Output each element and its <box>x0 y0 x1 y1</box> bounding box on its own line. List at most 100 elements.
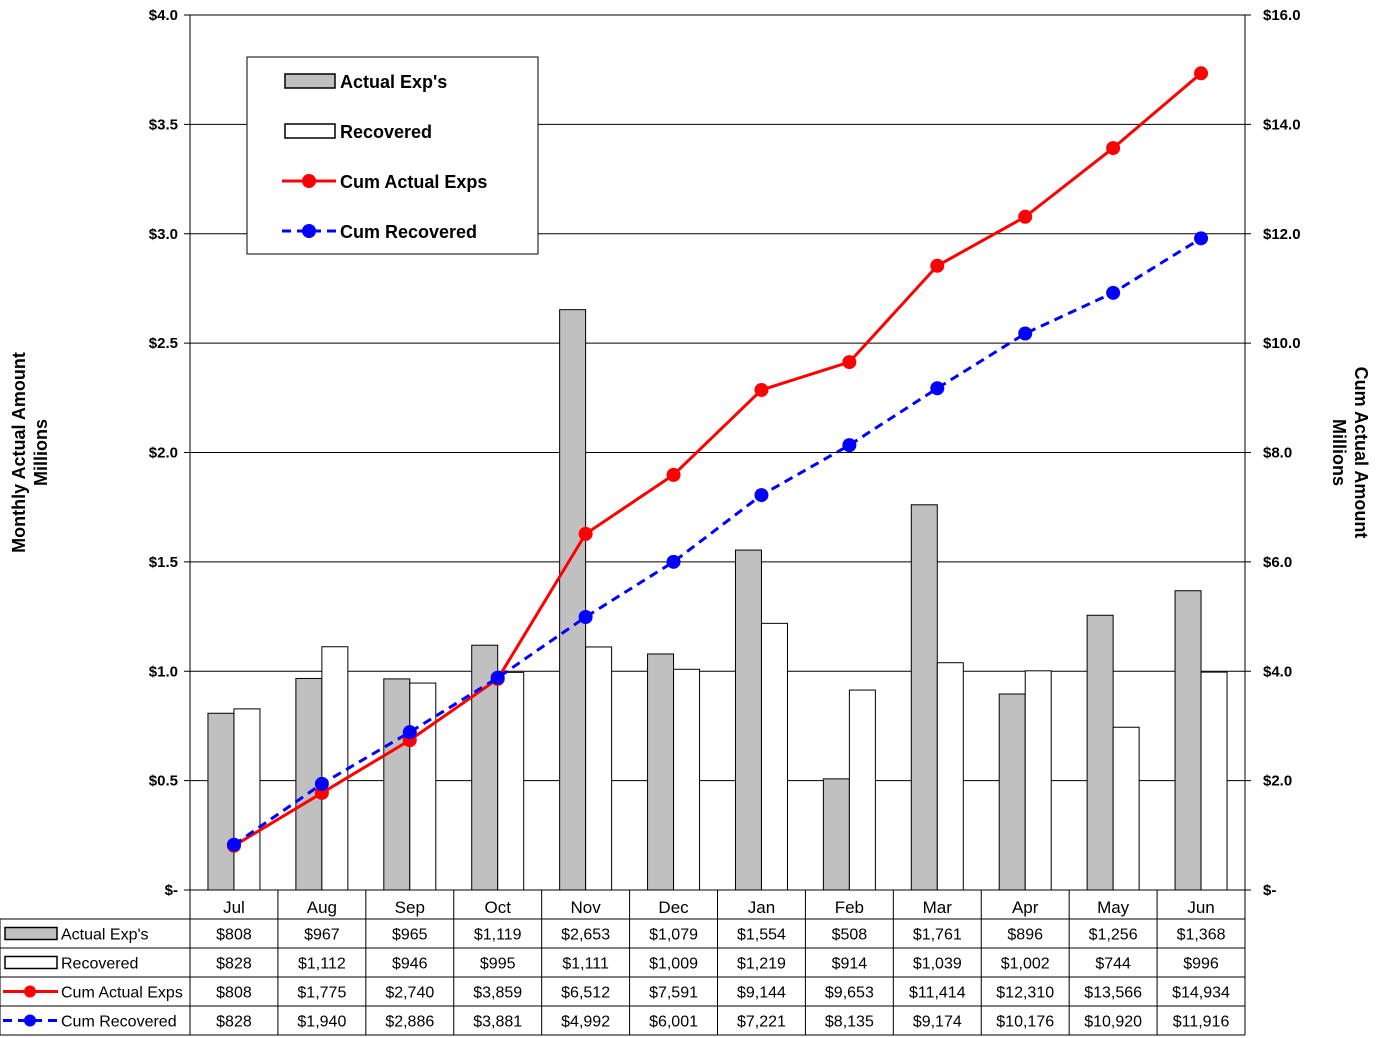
bar-recovered <box>409 682 437 891</box>
bar-recovered <box>848 689 876 891</box>
table-cell: $946 <box>392 956 428 973</box>
category-label: Aug <box>307 898 337 917</box>
table-cell: $3,859 <box>473 985 522 1002</box>
table-cell: $1,775 <box>297 985 346 1002</box>
y2-tick-label: $- <box>1263 882 1276 899</box>
bar-actual <box>1086 614 1114 891</box>
table-cell: $828 <box>216 1014 252 1031</box>
cum-recovered-point <box>666 554 681 569</box>
cum-actual-point <box>1018 209 1033 224</box>
table-cell: $744 <box>1095 956 1131 973</box>
category-label: Jul <box>223 898 245 917</box>
table-cell: $11,916 <box>1173 1014 1230 1031</box>
row-marker <box>24 985 36 998</box>
y2-tick-label: $2.0 <box>1263 773 1292 790</box>
cum-recovered-point <box>754 488 769 503</box>
bar-actual <box>998 693 1026 891</box>
y-tick-label: $4.0 <box>149 7 178 24</box>
category-label: Nov <box>571 898 602 917</box>
table-cell: $1,002 <box>1001 956 1050 973</box>
table-cell: $9,653 <box>825 985 874 1002</box>
table-cell: $2,886 <box>385 1014 434 1031</box>
table-cell: $1,368 <box>1177 927 1226 944</box>
table-cell: $6,001 <box>649 1014 698 1031</box>
row-label: Actual Exp's <box>61 927 149 944</box>
cum-recovered-point <box>1194 231 1209 246</box>
table-cell: $1,119 <box>474 927 522 944</box>
category-label: Apr <box>1012 898 1039 917</box>
table-cell: $11,414 <box>909 985 966 1002</box>
table-cell: $8,135 <box>825 1014 874 1031</box>
y-tick-label: $1.0 <box>149 663 178 680</box>
y-axis-title-line: Monthly Actual Amount <box>9 352 29 553</box>
table-cell: $1,256 <box>1089 927 1138 944</box>
cum-recovered-point <box>226 837 241 852</box>
row-marker <box>24 1014 36 1027</box>
bar-actual <box>559 309 587 891</box>
y2-tick-label: $8.0 <box>1263 445 1292 462</box>
y2-tick-label: $12.0 <box>1263 226 1301 243</box>
table-cell: $7,221 <box>737 1014 786 1031</box>
legend-box <box>246 56 539 255</box>
bar-actual <box>822 778 850 891</box>
y2-axis-title: Cum Actual AmountMillions <box>1329 367 1371 539</box>
legend-swatch <box>284 73 336 89</box>
table-cell: $967 <box>304 927 340 944</box>
table-cell: $9,144 <box>737 985 786 1002</box>
table-cell: $1,009 <box>649 956 698 973</box>
table-cell: $828 <box>216 956 252 973</box>
bar-recovered <box>585 646 613 891</box>
table-cell: $1,940 <box>297 1014 346 1031</box>
table-cell: $12,310 <box>996 985 1054 1002</box>
legend-label: Recovered <box>340 122 432 142</box>
cum-recovered-point <box>930 381 945 396</box>
y-tick-label: $0.5 <box>149 773 178 790</box>
row-label: Recovered <box>61 956 138 973</box>
bar-actual <box>1174 590 1202 891</box>
table-cell: $1,219 <box>737 956 786 973</box>
cum-recovered-point <box>314 776 329 791</box>
bar-actual <box>207 712 235 891</box>
bar-recovered <box>1112 726 1140 891</box>
cum-recovered-point <box>842 438 857 453</box>
lines <box>226 66 1209 853</box>
y2-axis-title-line: Cum Actual Amount <box>1351 367 1371 539</box>
y2-tick-label: $14.0 <box>1263 116 1301 133</box>
bar-actual <box>734 549 762 891</box>
y-tick-label: $1.5 <box>149 554 178 571</box>
table-cell: $995 <box>480 956 516 973</box>
category-label: May <box>1097 898 1130 917</box>
row-label: Cum Recovered <box>61 1014 177 1031</box>
y-tick-label: $3.5 <box>149 116 178 133</box>
legend-swatch <box>284 123 336 139</box>
table-cell: $965 <box>392 927 428 944</box>
legend-label: Cum Actual Exps <box>340 172 487 192</box>
cum-actual-point <box>1194 66 1209 81</box>
table-cell: $896 <box>1007 927 1043 944</box>
cum-actual-line <box>233 72 1203 848</box>
y-axis-title-line: Millions <box>31 419 51 486</box>
data-table: Jul Aug Sep Oct Nov Dec Jan Feb Mar Apr May Jun Actu… <box>0 890 1246 1036</box>
category-label: Sep <box>395 898 425 917</box>
cum-actual-point <box>930 258 945 273</box>
y-tick-label: $3.0 <box>149 226 178 243</box>
cum-recovered-point <box>1106 285 1121 300</box>
legend-label: Actual Exp's <box>340 72 447 92</box>
cum-recovered-point <box>490 670 505 685</box>
table-cell: $6,512 <box>561 985 610 1002</box>
cum-actual-point <box>754 382 769 397</box>
table-cell: $808 <box>216 927 252 944</box>
row-swatch <box>4 926 58 941</box>
row-swatch <box>4 955 58 970</box>
y2-tick-label: $16.0 <box>1263 7 1301 24</box>
table-cell: $808 <box>216 985 252 1002</box>
legend-marker <box>302 174 316 188</box>
y-tick-label: $- <box>165 882 178 899</box>
y-axis-title: Monthly Actual Amount Millions <box>9 352 51 553</box>
table-cell: $9,174 <box>913 1014 962 1031</box>
table-cell: $10,920 <box>1084 1014 1142 1031</box>
cum-recovered-point <box>578 610 593 624</box>
cum-recovered-point <box>1018 326 1033 341</box>
bar-recovered <box>936 662 964 891</box>
